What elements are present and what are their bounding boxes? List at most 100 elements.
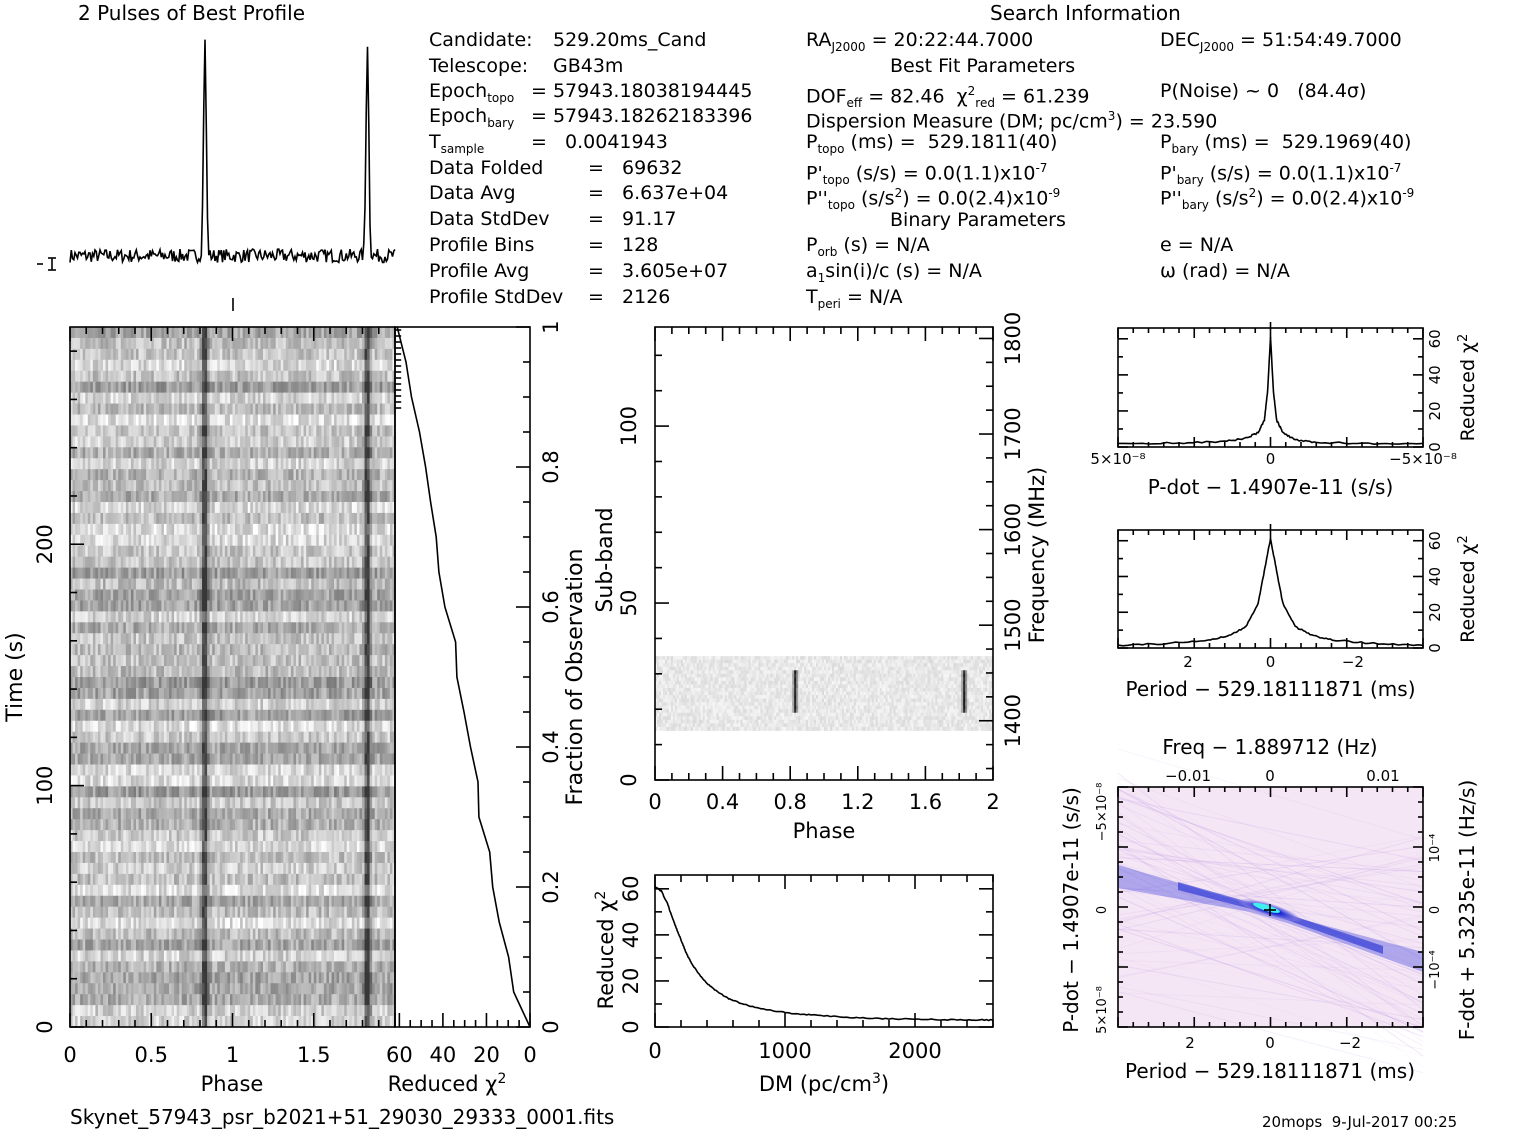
time-phase-cell xyxy=(384,611,388,623)
time-phase-cell xyxy=(356,480,360,492)
time-phase-cell xyxy=(191,436,195,448)
time-phase-cell xyxy=(100,403,104,415)
time-phase-cell xyxy=(219,567,223,579)
time-phase-cell xyxy=(181,731,185,744)
time-phase-cell xyxy=(387,633,391,645)
time-phase-cell xyxy=(194,447,198,459)
time-phase-cell xyxy=(110,534,114,547)
time-phase-cell xyxy=(158,327,162,339)
time-phase-cell xyxy=(194,491,198,503)
time-phase-cell xyxy=(374,666,378,678)
time-phase-cell xyxy=(70,534,73,547)
time-phase-cell xyxy=(70,578,73,590)
time-phase-cell xyxy=(268,720,271,733)
time-phase-cell xyxy=(354,633,358,645)
time-phase-cell xyxy=(367,403,371,415)
time-phase-cell xyxy=(280,512,284,525)
time-phase-cell xyxy=(316,666,320,678)
time-phase-cell xyxy=(247,600,251,612)
time-phase-cell xyxy=(214,589,218,601)
time-phase-cell xyxy=(118,567,122,579)
time-phase-cell xyxy=(260,567,264,579)
time-phase-cell xyxy=(318,709,322,722)
time-phase-cell xyxy=(156,742,160,754)
time-phase-cell xyxy=(181,480,185,492)
time-phase-cell xyxy=(103,337,106,350)
time-phase-cell xyxy=(227,633,231,645)
time-phase-cell xyxy=(311,458,315,470)
time-phase-cell xyxy=(349,709,353,722)
time-phase-cell xyxy=(346,655,350,667)
time-phase-cell xyxy=(301,666,304,678)
time-phase-cell xyxy=(372,447,376,459)
time-phase-cell xyxy=(273,359,277,372)
time-phase-cell xyxy=(331,469,335,481)
time-phase-cell xyxy=(351,545,355,558)
time-phase-cell xyxy=(214,502,218,514)
time-phase-cell xyxy=(255,720,259,733)
time-phase-cell xyxy=(311,578,315,590)
time-phase-cell xyxy=(280,337,284,350)
time-phase-cell xyxy=(87,655,91,667)
time-phase-cell xyxy=(143,567,147,579)
time-phase-cell xyxy=(387,600,391,612)
time-phase-cell xyxy=(295,622,299,634)
pdtopo-line: P'topo (s/s) = 0.0(1.1)x10-7 xyxy=(806,161,1048,188)
time-phase-cell xyxy=(349,447,353,459)
time-phase-cell xyxy=(156,567,160,579)
time-phase-cell xyxy=(174,370,178,383)
best-fit-title: Best Fit Parameters xyxy=(890,55,1076,77)
time-phase-cell xyxy=(92,447,96,459)
time-phase-cell xyxy=(95,414,99,426)
time-phase-cell xyxy=(323,534,327,547)
time-phase-cell xyxy=(392,698,396,711)
time-phase-cell xyxy=(141,611,145,623)
time-phase-cell xyxy=(316,512,320,525)
time-phase-cell xyxy=(141,523,145,536)
time-phase-cell xyxy=(369,392,373,404)
time-phase-cell xyxy=(311,381,315,394)
time-phase-cell xyxy=(344,720,348,733)
time-phase-cell xyxy=(171,447,175,459)
time-phase-cell xyxy=(387,392,391,404)
time-phase-cell xyxy=(278,742,282,754)
time-phase-cell xyxy=(379,534,383,547)
time-phase-cell xyxy=(245,644,249,656)
time-phase-cell xyxy=(372,327,376,339)
time-phase-cell xyxy=(384,545,388,558)
time-phase-cell xyxy=(306,709,310,722)
time-phase-cell xyxy=(318,381,322,394)
time-phase-cell xyxy=(161,348,165,361)
time-phase-cell xyxy=(143,523,147,536)
time-phase-cell xyxy=(194,381,198,394)
time-phase-cell xyxy=(148,698,152,711)
time-phase-cell xyxy=(280,600,284,612)
time-phase-cell xyxy=(369,644,373,656)
time-phase-cell xyxy=(87,480,91,492)
time-phase-cell xyxy=(334,512,337,525)
time-phase-cell xyxy=(240,545,244,558)
time-phase-cell xyxy=(224,567,228,579)
time-phase-cell xyxy=(339,720,343,733)
time-phase-cell xyxy=(323,523,327,536)
time-phase-cell xyxy=(229,512,233,525)
time-phase-cell xyxy=(103,633,106,645)
time-phase-cell xyxy=(298,403,302,415)
time-phase-cell xyxy=(92,327,96,339)
time-phase-cell xyxy=(212,720,216,733)
time-phase-cell xyxy=(232,709,236,722)
time-phase-cell xyxy=(384,622,388,634)
time-phase-cell xyxy=(331,720,335,733)
time-phase-cell xyxy=(100,491,104,503)
time-phase-cell xyxy=(184,502,188,514)
time-phase-cell xyxy=(82,600,86,612)
time-phase-cell xyxy=(328,655,332,667)
time-phase-cell xyxy=(115,337,119,350)
time-phase-cell xyxy=(389,480,393,492)
time-phase-cell xyxy=(85,644,89,656)
time-phase-cell xyxy=(103,698,106,711)
time-phase-cell xyxy=(181,622,185,634)
time-phase-cell xyxy=(364,436,368,448)
time-phase-cell xyxy=(130,709,134,722)
time-phase-cell xyxy=(389,359,393,372)
